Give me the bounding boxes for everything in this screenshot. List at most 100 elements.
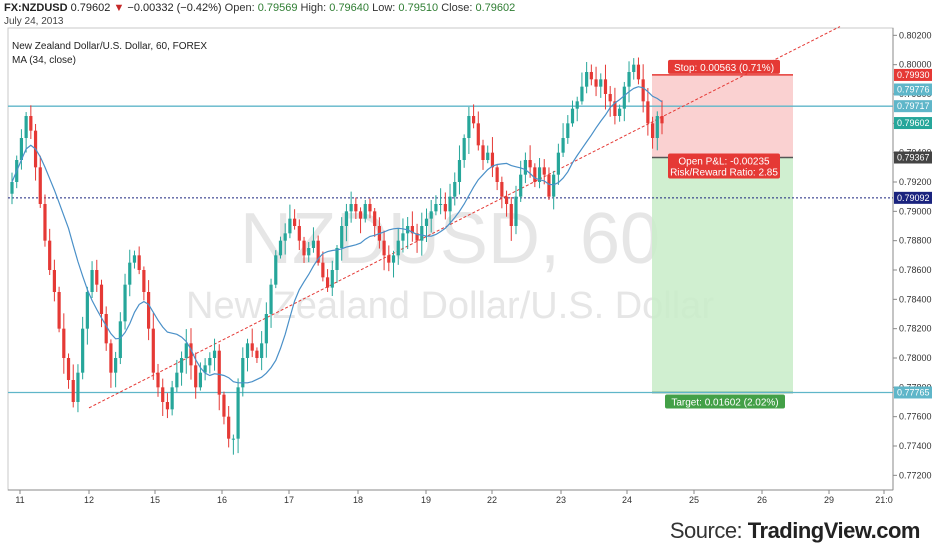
source-prefix: Source: bbox=[669, 518, 748, 543]
candle-body bbox=[373, 211, 377, 226]
candle-body bbox=[613, 101, 617, 116]
candle-body bbox=[585, 72, 589, 87]
candle-body bbox=[227, 416, 231, 439]
x-tick-label: 29 bbox=[824, 495, 834, 505]
watermark-name: New Zealand Dollar/U.S. Dollar bbox=[186, 285, 714, 327]
candle-body bbox=[603, 79, 608, 94]
candle-body bbox=[514, 196, 518, 226]
candles-group bbox=[10, 57, 664, 455]
target-label-bg bbox=[665, 394, 785, 409]
candle-body bbox=[283, 233, 287, 241]
down-arrow-icon: ▼ bbox=[113, 2, 125, 14]
price-tag-label: 0.79776 bbox=[897, 85, 930, 95]
candle-body bbox=[561, 138, 565, 153]
candle-body bbox=[85, 292, 89, 329]
candle-body bbox=[184, 343, 188, 358]
price-tag-label: 0.79930 bbox=[897, 70, 930, 80]
x-tick-label: 18 bbox=[353, 495, 363, 505]
x-tick-label: 24 bbox=[622, 495, 632, 505]
candle-body bbox=[363, 204, 367, 219]
candle-body bbox=[335, 248, 339, 270]
candle-body bbox=[599, 79, 603, 87]
candle-body bbox=[439, 204, 443, 205]
candle-body bbox=[542, 167, 546, 175]
candle-body bbox=[128, 262, 132, 285]
y-tick-label: 0.77600 bbox=[899, 412, 932, 422]
y-tick-label: 0.78000 bbox=[899, 353, 932, 363]
symbol-header: FX:NZDUSD 0.79602 ▼ −0.00332 (−0.42%) Op… bbox=[4, 0, 515, 16]
candle-body bbox=[90, 270, 94, 292]
candle-body bbox=[29, 116, 33, 131]
candle-body bbox=[66, 358, 71, 380]
candle-body bbox=[311, 240, 316, 248]
candle-body bbox=[95, 270, 99, 285]
candle-body bbox=[250, 343, 254, 351]
candle-body bbox=[52, 270, 56, 292]
candle-body bbox=[10, 182, 14, 194]
x-tick-label: 21:0 bbox=[875, 495, 893, 505]
candle-body bbox=[570, 108, 575, 124]
candle-body bbox=[608, 94, 612, 102]
candle-body bbox=[222, 394, 226, 417]
candle-body bbox=[255, 350, 259, 358]
candle-body bbox=[288, 218, 292, 234]
candle-body bbox=[471, 116, 476, 124]
candle-body bbox=[476, 123, 480, 146]
candle-body bbox=[48, 240, 52, 270]
price-tag-label: 0.79602 bbox=[897, 118, 930, 128]
candle-body bbox=[504, 196, 509, 204]
candle-body bbox=[660, 116, 664, 124]
price-tag-label: 0.79367 bbox=[897, 153, 930, 163]
candle-body bbox=[217, 350, 221, 395]
candle-body bbox=[354, 204, 358, 212]
candle-body bbox=[269, 284, 273, 314]
candle-body bbox=[500, 182, 504, 197]
close-label: Close: bbox=[441, 2, 473, 14]
candle-body bbox=[325, 277, 330, 288]
candle-body bbox=[109, 343, 113, 373]
candle-body bbox=[123, 284, 127, 322]
moving-average-line bbox=[11, 86, 663, 384]
candle-body bbox=[368, 204, 372, 212]
open-label: Open: bbox=[224, 2, 255, 14]
x-tick-label: 12 bbox=[84, 495, 94, 505]
y-tick-label: 0.77200 bbox=[899, 470, 932, 480]
candle-body bbox=[641, 79, 645, 102]
candle-body bbox=[566, 123, 570, 138]
candle-body bbox=[646, 101, 650, 124]
candle-body bbox=[170, 387, 174, 410]
candle-body bbox=[316, 240, 320, 263]
candle-body bbox=[387, 255, 391, 263]
candle-body bbox=[194, 365, 198, 388]
candle-body bbox=[429, 211, 433, 219]
candle-body bbox=[156, 372, 160, 388]
candle-body bbox=[330, 270, 334, 288]
candle-body bbox=[424, 218, 429, 226]
candle-body bbox=[457, 160, 462, 182]
price-tag bbox=[894, 117, 932, 130]
candle-body bbox=[118, 321, 122, 358]
candle-body bbox=[462, 138, 466, 160]
y-tick-label: 0.77400 bbox=[899, 441, 932, 451]
x-tick-label: 26 bbox=[757, 495, 767, 505]
candle-body bbox=[81, 328, 85, 373]
candle-body bbox=[396, 240, 400, 256]
candle-body bbox=[344, 211, 349, 226]
chart-title: New Zealand Dollar/U.S. Dollar, 60, FORE… bbox=[12, 41, 207, 52]
candle-body bbox=[650, 123, 655, 138]
stop-zone bbox=[652, 74, 793, 158]
candle-body bbox=[340, 226, 344, 248]
target-label: Target: 0.01602 (2.02%) bbox=[671, 397, 778, 408]
candle-body bbox=[114, 358, 118, 373]
candle-body bbox=[321, 262, 325, 278]
x-tick-label: 25 bbox=[689, 495, 699, 505]
candle-body bbox=[448, 196, 452, 212]
high-label: High: bbox=[300, 2, 327, 14]
candle-body bbox=[594, 79, 598, 87]
candle-body bbox=[293, 218, 297, 226]
close-value: 0.79602 bbox=[475, 2, 516, 14]
candle-body bbox=[655, 116, 659, 138]
candle-body bbox=[486, 152, 490, 160]
candle-body bbox=[132, 255, 137, 263]
